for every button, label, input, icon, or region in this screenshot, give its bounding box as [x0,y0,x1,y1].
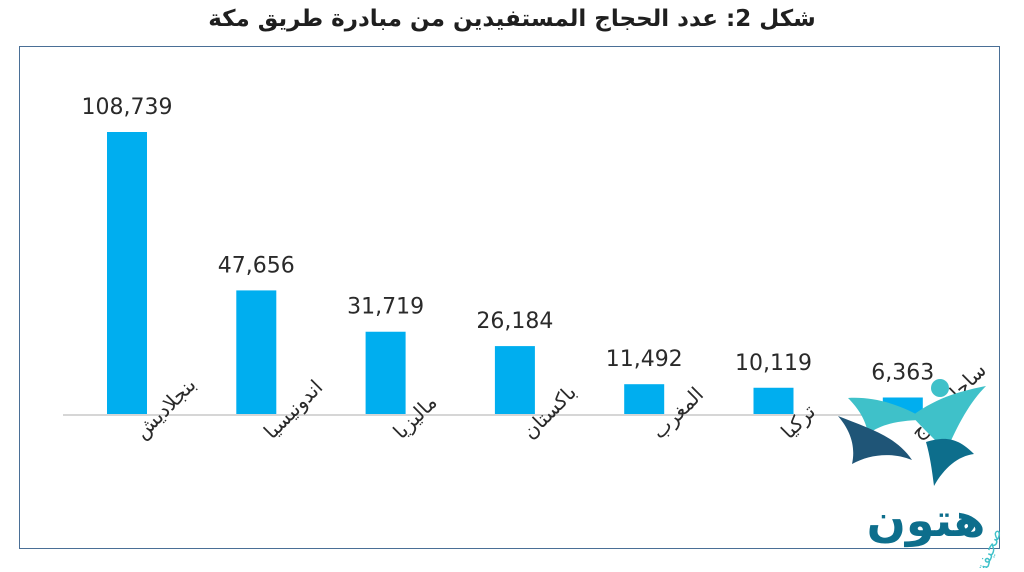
bar-value-label: 47,656 [218,253,295,278]
bar-value-label: 6,363 [871,360,934,385]
chart-title: شكل 2: عدد الحجاج المستفيدين من مبادرة ط… [208,6,816,32]
bar-value-label: 11,492 [606,347,683,372]
bar [365,331,406,414]
bar [753,387,794,414]
logo-wordmark: هتون [867,493,986,547]
bar [236,290,277,414]
bar-value-label: 31,719 [347,295,424,320]
bar-value-label: 108,739 [82,95,173,120]
bar [624,384,665,414]
watermark-logo: هتون صحيفة [838,379,1006,568]
bar-value-label: 10,119 [735,351,812,376]
bar [494,346,535,414]
chart-frame [19,46,1000,549]
logo-bird-icon [838,379,986,486]
bar [107,132,147,414]
bar-value-label: 26,184 [476,309,553,334]
